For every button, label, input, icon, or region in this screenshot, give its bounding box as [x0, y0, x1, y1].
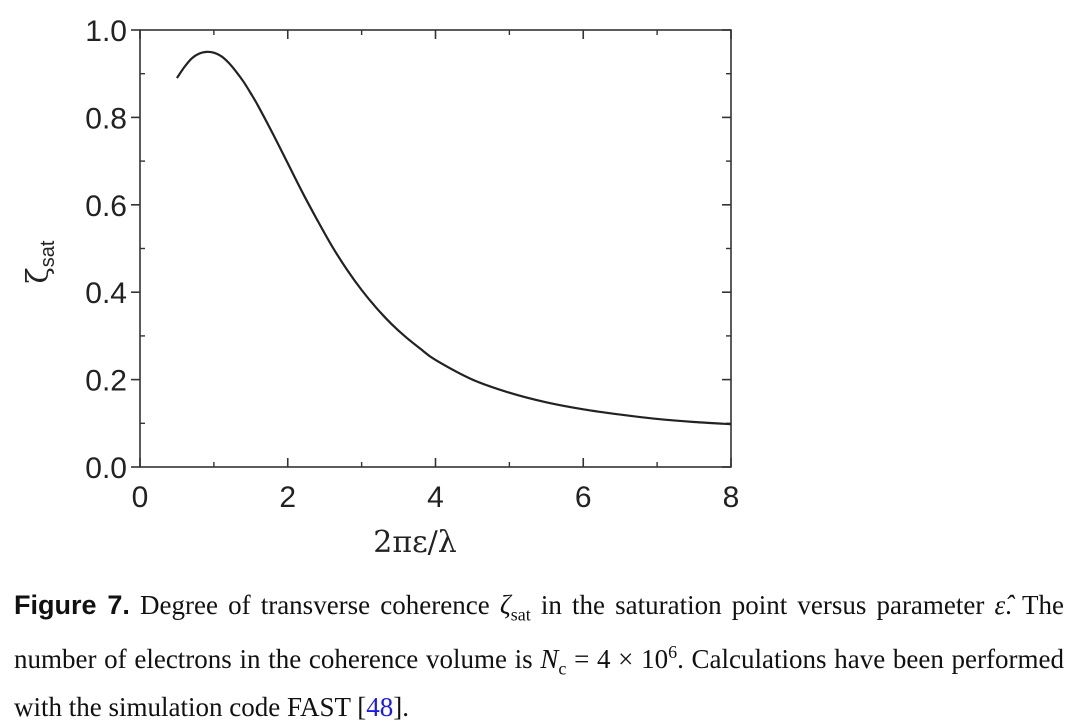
y-tick-label: 0.6: [85, 190, 127, 223]
x-tick-label: 4: [427, 481, 444, 514]
y-tick-label: 0.0: [85, 452, 127, 485]
caption-nc-sub: c: [558, 658, 567, 679]
x-tick-label: 6: [575, 481, 592, 514]
y-axis-label-main: ζ: [21, 267, 56, 283]
caption-text-2: in the saturation point versus parameter: [530, 590, 995, 620]
svg-text:ζsat: ζsat: [21, 240, 59, 283]
plot-frame: [139, 29, 732, 468]
axis-tick-labels: 0 2 4 6 8 0.0 0.2 0.4 0.6 0.8 1.0: [85, 15, 739, 514]
y-axis-label-sub: sat: [37, 240, 59, 267]
y-tick-label: 0.4: [85, 277, 127, 310]
y-tick-label: 1.0: [85, 15, 127, 48]
caption-end-2: .: [677, 644, 684, 675]
caption-nc: N: [540, 644, 559, 675]
figure-label: Figure 7.: [14, 590, 130, 620]
y-tick-label: 0.8: [85, 102, 127, 135]
caption-text-3: . The number of electrons in the coheren…: [14, 590, 1065, 675]
caption-eq: = 4 × 10: [566, 644, 669, 675]
caption-zeta: ζ: [499, 590, 511, 620]
x-axis-label: 2πε/λ: [373, 525, 456, 560]
caption-eps-hat: ε̂: [994, 590, 1006, 620]
y-axis-label: ζsat: [21, 240, 59, 283]
y-tick-label: 0.2: [85, 365, 127, 398]
figure-caption: Figure 7. Degree of transverse coherence…: [14, 586, 1064, 726]
caption-zeta-sub: sat: [510, 604, 531, 625]
data-line: [176, 50, 732, 426]
x-tick-label: 8: [723, 481, 740, 514]
x-tick-label: 0: [132, 481, 149, 514]
x-tick-label: 2: [279, 481, 296, 514]
caption-exp: 6: [668, 642, 678, 663]
chart: 0 2 4 6 8 0.0 0.2 0.4 0.6 0.8 1.0 2πε/λ ζsat: [21, 15, 739, 560]
caption-text-1: Degree of transverse coherence: [129, 590, 500, 620]
axis-ticks: [131, 29, 732, 468]
